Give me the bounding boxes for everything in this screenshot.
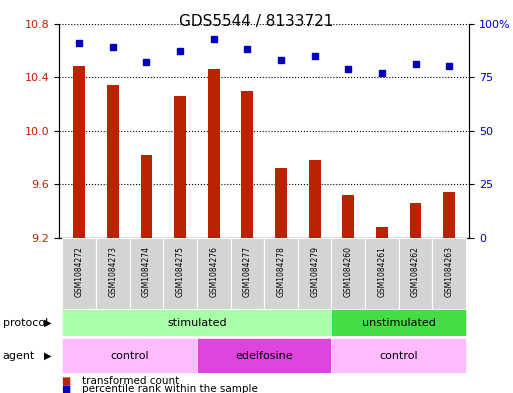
Text: ▶: ▶ xyxy=(44,351,51,361)
Text: GSM1084273: GSM1084273 xyxy=(108,246,117,297)
Bar xyxy=(141,155,152,238)
Bar xyxy=(365,238,399,309)
Text: GSM1084274: GSM1084274 xyxy=(142,246,151,297)
Bar xyxy=(264,238,298,309)
Bar xyxy=(331,338,466,373)
Text: GSM1084276: GSM1084276 xyxy=(209,246,218,297)
Text: GSM1084260: GSM1084260 xyxy=(344,246,353,297)
Text: GSM1084262: GSM1084262 xyxy=(411,246,420,297)
Text: ■: ■ xyxy=(62,376,71,386)
Text: stimulated: stimulated xyxy=(167,318,227,328)
Bar xyxy=(275,168,287,238)
Bar xyxy=(63,309,331,336)
Text: GSM1084263: GSM1084263 xyxy=(445,246,453,297)
Bar xyxy=(342,195,354,238)
Text: GSM1084279: GSM1084279 xyxy=(310,246,319,297)
Bar xyxy=(298,238,331,309)
Bar xyxy=(96,238,130,309)
Bar xyxy=(309,160,321,238)
Bar xyxy=(63,238,96,309)
Text: percentile rank within the sample: percentile rank within the sample xyxy=(82,384,258,393)
Bar xyxy=(197,338,331,373)
Bar xyxy=(399,238,432,309)
Bar xyxy=(443,192,455,238)
Bar xyxy=(208,69,220,238)
Bar xyxy=(163,238,197,309)
Bar xyxy=(130,238,163,309)
Bar xyxy=(331,309,466,336)
Bar xyxy=(230,238,264,309)
Text: GDS5544 / 8133721: GDS5544 / 8133721 xyxy=(180,14,333,29)
Text: protocol: protocol xyxy=(3,318,48,328)
Bar xyxy=(242,90,253,238)
Text: GSM1084275: GSM1084275 xyxy=(175,246,185,297)
Bar xyxy=(410,203,422,238)
Bar xyxy=(174,96,186,238)
Text: ▶: ▶ xyxy=(44,318,51,328)
Text: GSM1084277: GSM1084277 xyxy=(243,246,252,297)
Text: edelfosine: edelfosine xyxy=(235,351,293,361)
Bar xyxy=(197,238,230,309)
Bar xyxy=(107,85,119,238)
Bar xyxy=(63,338,197,373)
Text: GSM1084278: GSM1084278 xyxy=(277,246,286,297)
Text: GSM1084272: GSM1084272 xyxy=(75,246,84,297)
Bar xyxy=(73,66,85,238)
Text: control: control xyxy=(110,351,149,361)
Text: unstimulated: unstimulated xyxy=(362,318,436,328)
Text: agent: agent xyxy=(3,351,35,361)
Text: control: control xyxy=(380,351,418,361)
Text: transformed count: transformed count xyxy=(82,376,180,386)
Text: GSM1084261: GSM1084261 xyxy=(378,246,386,297)
Text: ■: ■ xyxy=(62,384,71,393)
Bar xyxy=(432,238,466,309)
Bar xyxy=(331,238,365,309)
Bar xyxy=(376,227,388,238)
